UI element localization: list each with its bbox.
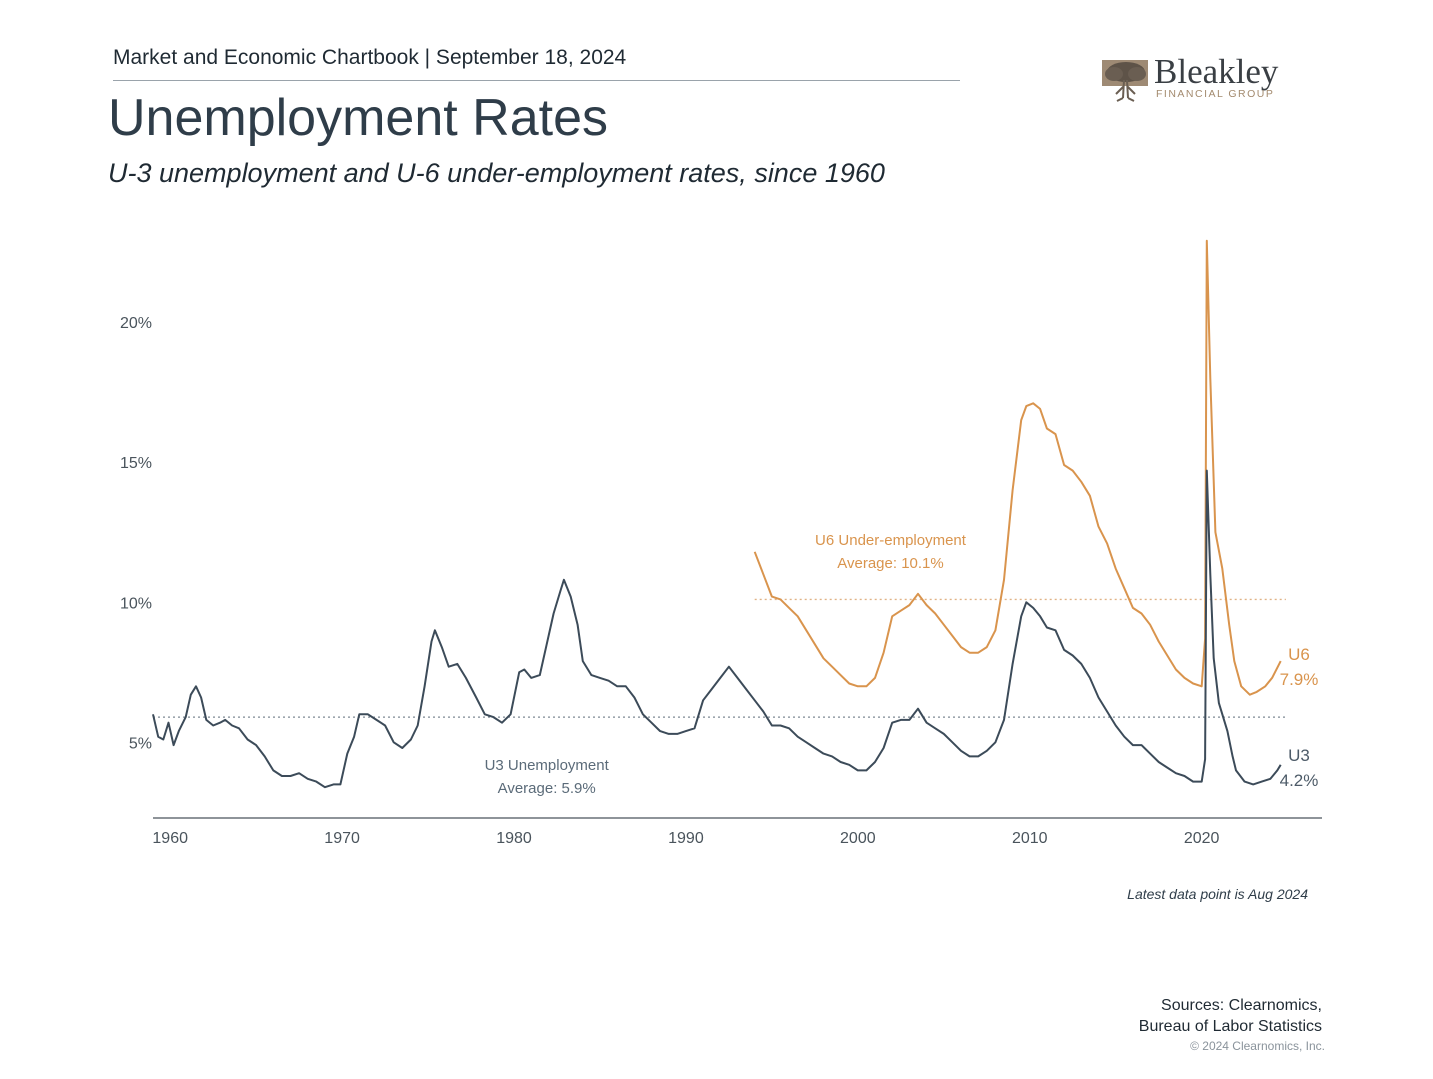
x-tick-label: 2000 (840, 830, 876, 847)
x-tick-label: 1990 (668, 830, 704, 847)
x-tick-label: 1960 (152, 830, 188, 847)
page-title: Unemployment Rates (108, 89, 608, 147)
sources-line-1: Sources: Clearnomics, (1161, 997, 1322, 1014)
x-tick-label: 2020 (1184, 830, 1220, 847)
report-header-line: Market and Economic Chartbook | Septembe… (113, 46, 627, 69)
u6-series-name: U6 Under-employment (815, 532, 967, 549)
x-tick-label: 1980 (496, 830, 532, 847)
oak-tree-icon (1102, 60, 1148, 102)
u6-end-label: U6 (1288, 645, 1310, 664)
page-subtitle: U-3 unemployment and U-6 under-employmen… (108, 158, 885, 188)
average-lines (153, 598, 1286, 718)
u3-series-line (152, 469, 1282, 789)
u6-average-label: Average: 10.1% (837, 555, 943, 572)
u3-end-label: U3 (1288, 746, 1310, 765)
y-tick-label: 5% (129, 735, 152, 752)
logo-wordmark: Bleakley (1154, 52, 1279, 91)
copyright-text: © 2024 Clearnomics, Inc. (1190, 1039, 1325, 1053)
u3-latest-value: 4.2% (1280, 771, 1319, 790)
sources-block: Sources: Clearnomics, Bureau of Labor St… (1139, 995, 1322, 1037)
chart-axes: 1960 1970 1980 1990 2000 2010 2020 5% 10% 15% 20% (120, 315, 1322, 847)
u3-series-name: U3 Unemployment (485, 757, 610, 774)
logo-tagline: FINANCIAL GROUP (1156, 88, 1275, 100)
y-tick-label: 15% (120, 455, 152, 472)
sources-line-2: Bureau of Labor Statistics (1138, 1018, 1322, 1035)
u3-average-label: Average: 5.9% (498, 780, 596, 797)
inline-labels: U3 Unemployment Average: 5.9% U6 Under-emp… (485, 532, 1319, 797)
u6-series-line (753, 239, 1282, 696)
u6-latest-value: 7.9% (1280, 670, 1319, 689)
bleakley-logo: Bleakley FINANCIAL GROUP (1100, 52, 1310, 104)
latest-data-note: Latest data point is Aug 2024 (1127, 886, 1308, 902)
y-tick-label: 20% (120, 315, 152, 332)
x-tick-label: 1970 (324, 830, 360, 847)
x-tick-label: 2010 (1012, 830, 1048, 847)
series-lines (152, 239, 1282, 789)
y-tick-label: 10% (120, 595, 152, 612)
header-divider (113, 80, 960, 81)
